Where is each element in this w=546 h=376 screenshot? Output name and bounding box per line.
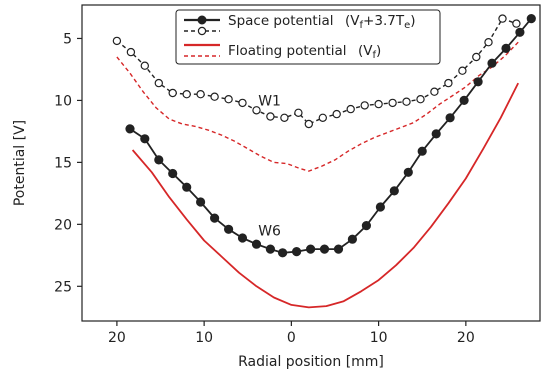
data-point bbox=[154, 155, 164, 165]
legend-label-space: Space potential bbox=[228, 13, 333, 29]
data-point bbox=[487, 58, 497, 68]
data-point bbox=[472, 52, 481, 62]
data-point bbox=[306, 244, 316, 254]
data-point bbox=[403, 167, 413, 177]
data-point bbox=[196, 197, 206, 207]
data-point bbox=[346, 104, 355, 114]
data-point bbox=[126, 47, 136, 57]
data-point bbox=[266, 112, 275, 121]
data-point bbox=[388, 98, 397, 108]
data-point bbox=[444, 78, 453, 88]
annotation-layer: W1 W6 bbox=[258, 93, 281, 239]
data-point bbox=[168, 168, 178, 179]
data-point bbox=[318, 113, 327, 123]
x-tick-label: 20 bbox=[457, 330, 475, 346]
data-point bbox=[347, 234, 357, 244]
data-point bbox=[251, 239, 262, 249]
y-tick-label: 10 bbox=[54, 93, 72, 109]
data-point bbox=[512, 19, 521, 28]
data-point bbox=[140, 134, 150, 144]
data-point bbox=[278, 248, 288, 258]
ticks-layer: 20 10 0 10 20 5 10 15 20 25 bbox=[54, 31, 475, 346]
data-point bbox=[319, 244, 330, 254]
legend-entry-space: Space potential (Vf+3.7Te) bbox=[184, 13, 416, 36]
data-point bbox=[125, 124, 135, 134]
data-point bbox=[374, 99, 383, 109]
x-tick-label: 20 bbox=[108, 330, 126, 346]
legend-formula-floating: (Vf) bbox=[358, 43, 381, 61]
data-point bbox=[361, 221, 371, 231]
x-axis-title: Radial position [mm] bbox=[238, 354, 384, 370]
y-tick-label: 5 bbox=[63, 31, 72, 47]
data-point bbox=[210, 213, 220, 223]
data-point bbox=[416, 94, 425, 104]
series-w6_space bbox=[125, 14, 536, 258]
data-point bbox=[332, 109, 341, 119]
legend-entry-floating: Floating potential (Vf) bbox=[184, 43, 381, 61]
legend-formula-space: (Vf+3.7Te) bbox=[345, 13, 416, 31]
x-tick-label: 10 bbox=[370, 330, 388, 346]
data-point bbox=[484, 38, 493, 47]
y-tick-label: 25 bbox=[54, 279, 72, 295]
data-point bbox=[526, 14, 536, 24]
y-tick-label: 15 bbox=[54, 155, 72, 171]
data-point bbox=[498, 14, 507, 23]
x-tick-label: 10 bbox=[195, 330, 213, 346]
annotation-label: W1 bbox=[258, 93, 281, 109]
data-point bbox=[265, 244, 275, 254]
series-w6_floating bbox=[131, 82, 520, 309]
data-point bbox=[112, 36, 122, 46]
data-point bbox=[430, 87, 439, 96]
legend-marker-space-filled bbox=[197, 15, 207, 25]
legend-label-floating: Floating potential bbox=[228, 43, 347, 59]
data-point bbox=[417, 146, 427, 156]
data-point bbox=[168, 88, 177, 98]
data-point bbox=[292, 247, 302, 257]
data-point bbox=[238, 98, 247, 108]
data-point bbox=[431, 129, 441, 139]
legend: Space potential (Vf+3.7Te) Floating pote… bbox=[175, 9, 441, 65]
legend-box bbox=[175, 9, 441, 65]
data-point bbox=[210, 92, 219, 101]
x-tick-label: 0 bbox=[287, 330, 296, 346]
data-point bbox=[252, 106, 261, 115]
data-point bbox=[237, 233, 248, 243]
annotation-label: W6 bbox=[258, 224, 281, 240]
data-point bbox=[294, 108, 303, 118]
data-point bbox=[140, 61, 149, 70]
data-point bbox=[154, 78, 163, 88]
data-point bbox=[458, 66, 467, 75]
data-point bbox=[224, 94, 233, 104]
data-point bbox=[515, 27, 525, 37]
data-point bbox=[304, 119, 313, 129]
data-point bbox=[333, 244, 344, 254]
data-point bbox=[196, 89, 205, 99]
data-point bbox=[375, 202, 385, 212]
data-point bbox=[501, 43, 511, 54]
data-point bbox=[459, 95, 469, 106]
series-w1_floating bbox=[116, 41, 519, 172]
series-line-w1_floating bbox=[116, 41, 519, 172]
legend-marker-space-open bbox=[197, 26, 207, 36]
series-line-w6_floating bbox=[131, 82, 520, 309]
data-point bbox=[360, 101, 369, 110]
y-axis-title: Potential [V] bbox=[12, 120, 28, 206]
data-point bbox=[402, 97, 411, 106]
data-point bbox=[224, 224, 234, 234]
plot-frame bbox=[81, 4, 541, 322]
series-w1_space bbox=[112, 14, 521, 129]
data-point bbox=[389, 186, 399, 196]
y-tick-label: 20 bbox=[54, 217, 72, 233]
data-point bbox=[445, 113, 455, 123]
data-point bbox=[182, 182, 192, 192]
data-point bbox=[280, 113, 289, 123]
data-point bbox=[182, 89, 191, 99]
data-point bbox=[473, 77, 483, 87]
series-layer bbox=[112, 14, 536, 309]
